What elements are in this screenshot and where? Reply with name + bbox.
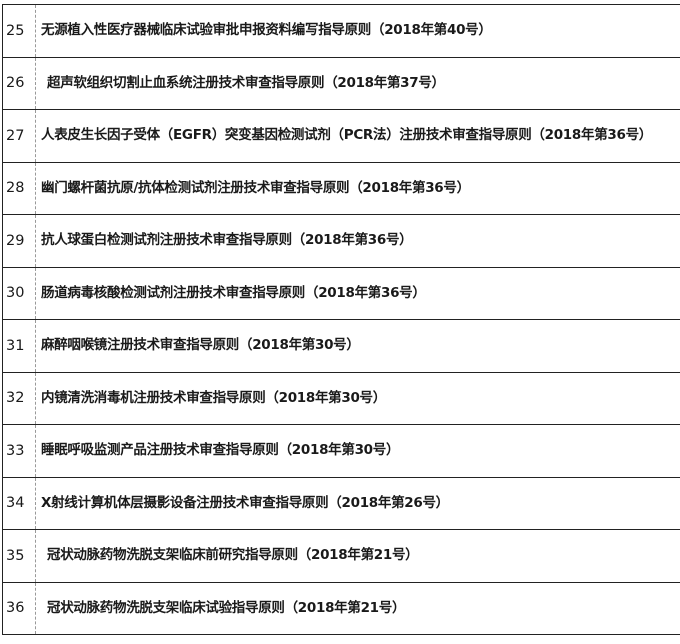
table-row: 31 麻醉咽喉镜注册技术审查指导原则（2018年第30号） xyxy=(3,320,680,373)
table-row: 36 冠状动脉药物洗脱支架临床试验指导原则（2018年第21号） xyxy=(3,582,680,635)
column-divider xyxy=(35,425,36,477)
column-divider xyxy=(35,477,36,529)
row-number: 30 xyxy=(6,285,25,302)
row-number: 32 xyxy=(6,390,25,407)
table-row: 34 X射线计算机体层摄影设备注册技术审查指导原则（2018年第26号） xyxy=(3,477,680,530)
row-title: 抗人球蛋白检测试剂注册技术审查指导原则（2018年第36号） xyxy=(41,232,413,249)
table-row: 30 肠道病毒核酸检测试剂注册技术审查指导原则（2018年第36号） xyxy=(3,267,680,320)
column-divider xyxy=(35,57,36,109)
row-number: 29 xyxy=(6,232,25,249)
row-title: 冠状动脉药物洗脱支架临床试验指导原则（2018年第21号） xyxy=(47,599,406,616)
row-number: 36 xyxy=(6,600,25,617)
table-row: 27 人表皮生长因子受体（EGFR）突变基因检测试剂（PCR法）注册技术审查指导原… xyxy=(3,110,680,163)
table-row: 25 无源植入性医疗器械临床试验审批申报资料编写指导原则（2018年第40号） xyxy=(3,5,680,58)
row-title: 肠道病毒核酸检测试剂注册技术审查指导原则（2018年第36号） xyxy=(41,284,426,301)
table-row: 28 幽门螺杆菌抗原/抗体检测试剂注册技术审查指导原则（2018年第36号） xyxy=(3,162,680,215)
column-divider xyxy=(35,215,36,267)
guideline-table: 25 无源植入性医疗器械临床试验审批申报资料编写指导原则（2018年第40号） 2… xyxy=(2,4,680,635)
table-row: 26 超声软组织切割止血系统注册技术审查指导原则（2018年第37号） xyxy=(3,57,680,110)
row-title: 内镜清洗消毒机注册技术审查指导原则（2018年第30号） xyxy=(41,389,386,406)
table-row: 32 内镜清洗消毒机注册技术审查指导原则（2018年第30号） xyxy=(3,372,680,425)
row-number: 35 xyxy=(6,547,25,564)
column-divider xyxy=(35,162,36,214)
table-row: 29 抗人球蛋白检测试剂注册技术审查指导原则（2018年第36号） xyxy=(3,215,680,268)
row-title: X射线计算机体层摄影设备注册技术审查指导原则（2018年第26号） xyxy=(41,494,449,511)
row-number: 26 xyxy=(6,75,25,92)
column-divider xyxy=(35,5,36,57)
table-row: 35 冠状动脉药物洗脱支架临床前研究指导原则（2018年第21号） xyxy=(3,530,680,583)
column-divider xyxy=(35,267,36,319)
row-title: 睡眠呼吸监测产品注册技术审查指导原则（2018年第30号） xyxy=(41,442,400,459)
row-number: 27 xyxy=(6,127,25,144)
row-number: 31 xyxy=(6,337,25,354)
column-divider xyxy=(35,372,36,424)
column-divider xyxy=(35,320,36,372)
row-title: 无源植入性医疗器械临床试验审批申报资料编写指导原则（2018年第40号） xyxy=(41,22,492,39)
row-title: 超声软组织切割止血系统注册技术审查指导原则（2018年第37号） xyxy=(47,74,445,91)
row-title: 人表皮生长因子受体（EGFR）突变基因检测试剂（PCR法）注册技术审查指导原则（… xyxy=(41,127,652,144)
row-number: 33 xyxy=(6,442,25,459)
row-number: 28 xyxy=(6,180,25,197)
row-title: 幽门螺杆菌抗原/抗体检测试剂注册技术审查指导原则（2018年第36号） xyxy=(41,179,470,196)
row-number: 34 xyxy=(6,495,25,512)
table-row: 33 睡眠呼吸监测产品注册技术审查指导原则（2018年第30号） xyxy=(3,425,680,478)
column-divider xyxy=(35,582,36,634)
row-title: 麻醉咽喉镜注册技术审查指导原则（2018年第30号） xyxy=(41,337,360,354)
row-number: 25 xyxy=(6,22,25,39)
column-divider xyxy=(35,530,36,582)
row-title: 冠状动脉药物洗脱支架临床前研究指导原则（2018年第21号） xyxy=(47,547,419,564)
column-divider xyxy=(35,110,36,162)
